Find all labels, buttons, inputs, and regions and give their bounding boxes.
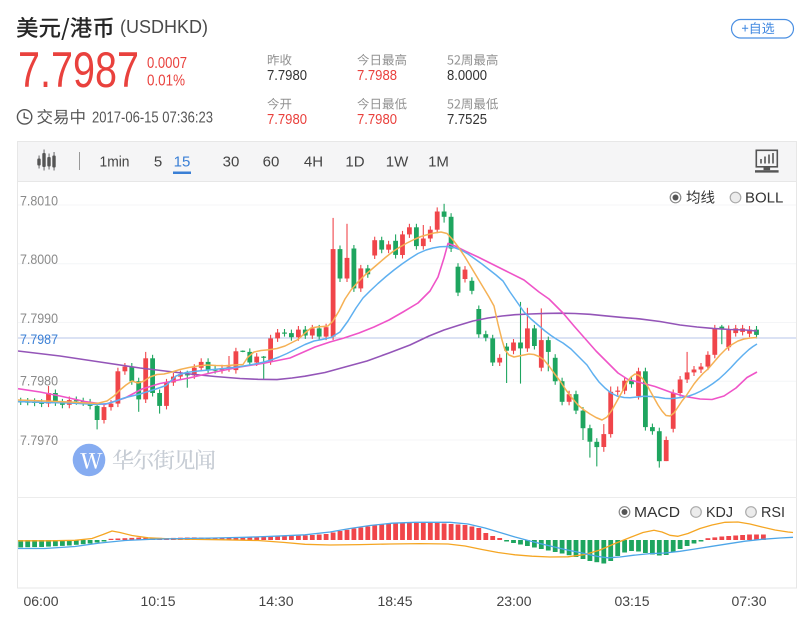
- svg-text:7.7980: 7.7980: [357, 112, 397, 128]
- svg-text:4H: 4H: [304, 154, 323, 171]
- svg-text:60: 60: [263, 154, 280, 171]
- svg-text:10:15: 10:15: [140, 593, 175, 609]
- svg-text:07:30: 07:30: [731, 593, 766, 609]
- svg-text:1W: 1W: [386, 154, 409, 171]
- svg-text:1min: 1min: [100, 154, 130, 171]
- svg-text:7.7525: 7.7525: [447, 112, 487, 128]
- svg-text:7.7970: 7.7970: [20, 432, 58, 448]
- svg-text:7.8000: 7.8000: [20, 251, 58, 267]
- svg-text:7.8010: 7.8010: [20, 193, 58, 209]
- svg-text:06:00: 06:00: [23, 593, 58, 609]
- svg-text:7.7987: 7.7987: [18, 42, 139, 98]
- svg-text:7.7980: 7.7980: [20, 373, 58, 389]
- svg-text:14:30: 14:30: [258, 593, 293, 609]
- svg-text:RSI: RSI: [761, 504, 785, 521]
- svg-text:1M: 1M: [428, 154, 449, 171]
- svg-text:18:45: 18:45: [377, 593, 412, 609]
- svg-text:8.0000: 8.0000: [447, 68, 487, 84]
- svg-text:03:15: 03:15: [614, 593, 649, 609]
- svg-text:7.7987: 7.7987: [20, 331, 58, 347]
- svg-text:7.7980: 7.7980: [267, 112, 307, 128]
- svg-text:30: 30: [223, 154, 240, 171]
- svg-text:7.7988: 7.7988: [357, 68, 397, 84]
- svg-text:5: 5: [154, 154, 162, 171]
- svg-text:15: 15: [174, 154, 191, 171]
- svg-text:KDJ: KDJ: [706, 504, 733, 521]
- svg-text:7.7990: 7.7990: [20, 310, 58, 326]
- svg-text:0.0007: 0.0007: [147, 55, 187, 72]
- svg-text:0.01%: 0.01%: [147, 73, 185, 90]
- svg-text:2017-06-15 07:36:23: 2017-06-15 07:36:23: [92, 110, 213, 127]
- svg-text:7.7980: 7.7980: [267, 68, 307, 84]
- svg-text:1D: 1D: [345, 154, 364, 171]
- svg-text:(USDHKD): (USDHKD): [120, 17, 208, 37]
- svg-text:MACD: MACD: [634, 504, 680, 521]
- svg-text:BOLL: BOLL: [745, 190, 783, 207]
- svg-text:23:00: 23:00: [496, 593, 531, 609]
